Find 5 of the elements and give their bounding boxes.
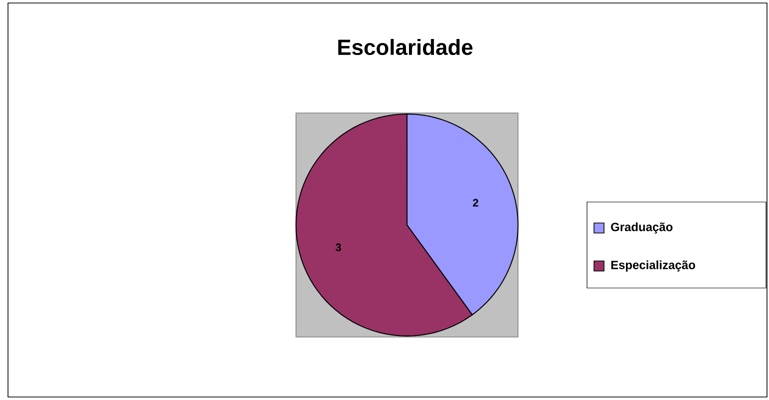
- data-label: 3: [336, 243, 342, 252]
- legend-label: Graduação: [611, 222, 673, 234]
- legend-label: Especialização: [611, 260, 696, 272]
- chart-title: Escolaridade: [338, 38, 472, 56]
- data-label: 2: [472, 198, 478, 207]
